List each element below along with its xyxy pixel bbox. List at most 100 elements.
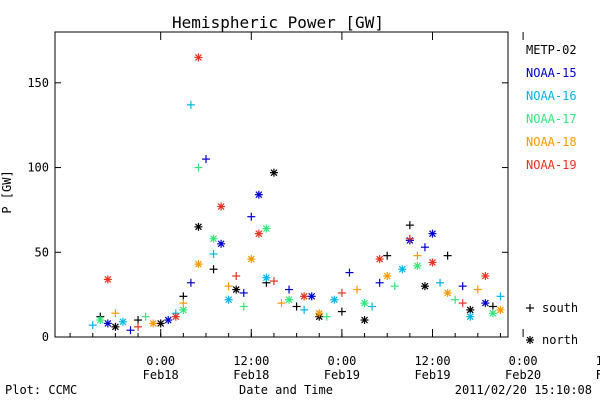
legend-series-noaa-19: NOAA-19 <box>526 158 577 172</box>
south-plus-marker <box>375 278 384 287</box>
x-tick-label-date: Feb20 <box>596 368 600 382</box>
chart-title: Hemispheric Power [GW] <box>172 13 384 32</box>
south-plus-marker <box>337 288 346 297</box>
x-tick-label-time: 12:00 <box>233 354 269 368</box>
north-star-marker <box>375 255 384 264</box>
south-plus-marker <box>443 251 452 260</box>
south-plus-marker <box>353 285 361 294</box>
south-plus-marker <box>179 292 188 301</box>
north-star-marker <box>330 295 339 304</box>
south-plus-marker <box>111 309 120 318</box>
south-plus-marker <box>285 285 294 294</box>
north-star-marker <box>149 319 158 328</box>
north-star-marker <box>481 299 490 308</box>
north-star-marker <box>420 282 429 291</box>
y-tick-label: 150 <box>27 76 49 90</box>
south-plus-marker <box>292 302 301 311</box>
x-tick-label-date: Feb19 <box>324 368 360 382</box>
south-plus-marker <box>458 299 467 308</box>
north-star-marker <box>179 305 188 314</box>
south-plus-marker <box>202 155 210 164</box>
south-plus-marker <box>405 234 414 243</box>
north-star-marker <box>232 285 241 294</box>
legend-series-noaa-17: NOAA-17 <box>526 112 577 126</box>
south-plus-marker <box>413 251 422 260</box>
south-plus-marker <box>473 285 482 294</box>
north-star-marker <box>118 317 127 326</box>
y-tick-label: 100 <box>27 161 49 175</box>
x-tick-label-date: Feb18 <box>143 368 179 382</box>
x-tick-label-time: 12:00 <box>414 354 450 368</box>
north-star-marker <box>269 168 278 177</box>
north-star-marker <box>194 53 203 62</box>
south-plus-marker <box>186 100 195 109</box>
legend-series-noaa-15: NOAA-15 <box>526 66 577 80</box>
x-axis-label: Date and Time <box>239 383 333 397</box>
north-star-marker <box>164 316 173 325</box>
south-plus-marker <box>405 221 414 230</box>
x-tick-label-date: Feb19 <box>414 368 450 382</box>
north-star-marker <box>194 260 203 269</box>
south-plus-marker <box>420 243 429 252</box>
north-star-marker <box>103 319 112 328</box>
north-star-marker <box>111 322 120 331</box>
north-star-marker <box>488 309 497 318</box>
north-star-marker <box>428 229 437 238</box>
south-plus-marker <box>458 282 467 291</box>
south-plus-marker <box>322 312 331 321</box>
plot-credit: Plot: CCMC <box>5 383 77 397</box>
south-plus-marker <box>368 302 377 311</box>
north-star-marker <box>217 239 226 248</box>
south-plus-marker <box>209 249 218 258</box>
south-plus-marker <box>232 272 241 280</box>
north-star-marker <box>360 316 369 325</box>
south-plus-marker <box>345 268 354 277</box>
x-tick-label-time: 12:00 <box>596 354 600 368</box>
data-points <box>88 53 534 344</box>
north-star-marker <box>194 222 203 231</box>
south-plus-marker <box>383 251 392 260</box>
legend-marker-north: north <box>542 333 578 347</box>
north-star-marker <box>481 272 490 280</box>
south-plus-marker <box>526 304 534 312</box>
north-star-marker <box>443 288 452 297</box>
plot-timestamp: 2011/02/20 15:10:08 <box>455 383 592 397</box>
south-plus-marker <box>224 282 233 291</box>
north-star-marker <box>466 305 475 314</box>
south-plus-marker <box>186 278 195 287</box>
south-plus-marker <box>488 302 497 311</box>
legend: METP-02 NOAA-15 NOAA-16 NOAA-17 NOAA-18 NOAA-… <box>526 43 578 347</box>
south-plus-marker <box>194 163 203 172</box>
south-plus-marker <box>436 278 445 287</box>
south-plus-marker <box>300 305 309 314</box>
north-star-marker <box>262 273 271 282</box>
south-plus-marker <box>88 321 97 330</box>
north-star-marker <box>254 229 263 238</box>
north-star-marker <box>156 319 165 328</box>
north-star-marker <box>224 295 233 304</box>
south-plus-marker <box>179 299 188 308</box>
south-plus-marker <box>134 322 143 331</box>
south-plus-marker <box>337 307 346 316</box>
north-star-marker <box>262 224 271 233</box>
x-tick-label-date: Feb20 <box>505 368 541 382</box>
legend-series-noaa-18: NOAA-18 <box>526 135 577 149</box>
north-star-marker <box>413 261 422 270</box>
y-axis-label: P [GW] <box>0 170 14 213</box>
south-plus-marker <box>496 292 505 301</box>
legend-marker-south: south <box>542 301 578 315</box>
x-tick-label-time: 0:00 <box>327 354 356 368</box>
plot-frame <box>54 31 509 338</box>
north-star-marker <box>96 316 105 325</box>
south-plus-marker <box>141 312 150 321</box>
north-star-marker <box>209 234 218 243</box>
north-star-marker <box>247 255 256 264</box>
y-axis: 0 50 100 150 <box>27 76 508 344</box>
south-plus-marker <box>239 288 248 297</box>
south-plus-marker <box>209 265 218 274</box>
x-tick-label-date: Feb18 <box>233 368 269 382</box>
north-star-marker <box>103 275 112 284</box>
north-star-marker <box>217 202 226 211</box>
north-star-marker <box>285 295 294 304</box>
north-star-marker <box>171 312 180 321</box>
